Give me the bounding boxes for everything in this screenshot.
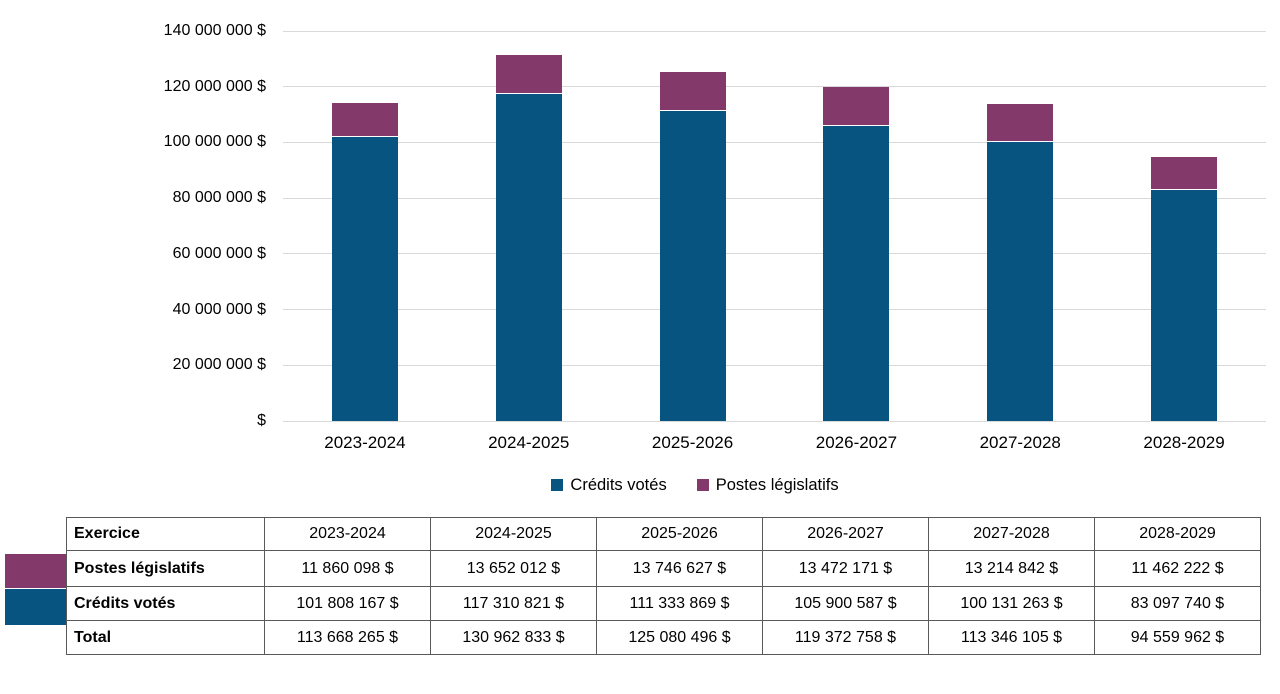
x-tick-label: 2023-2024 bbox=[324, 433, 406, 452]
table-cell-value: 94 559 962 $ bbox=[1094, 620, 1261, 655]
table-cell-value: 100 131 263 $ bbox=[928, 586, 1095, 621]
stacked-bar-2028-2029 bbox=[1151, 156, 1218, 421]
table-cell-value: 13 652 012 $ bbox=[430, 550, 597, 587]
chart-legend: Crédits votés Postes législatifs bbox=[110, 474, 1280, 496]
bar-segment-postes-legislatifs bbox=[823, 87, 890, 125]
table-cell-value: 13 472 171 $ bbox=[762, 550, 929, 587]
gridline bbox=[283, 141, 1266, 143]
table-header-year: 2024-2025 bbox=[430, 517, 597, 551]
y-axis-labels: $20 000 000 $ 40 000 000 $ 60 000 000 $ 80 … bbox=[0, 22, 266, 429]
bar-segment-postes-legislatifs bbox=[1151, 156, 1218, 189]
legend-swatch-icon bbox=[696, 479, 709, 491]
table-cell-value: 105 900 587 $ bbox=[762, 586, 929, 621]
table-body: Exercice 2023-2024 2024-2025 2025-2026 2026-… bbox=[66, 517, 1261, 655]
table-cell-value: 125 080 496 $ bbox=[596, 620, 763, 655]
y-tick-label: 20 000 000 $ bbox=[172, 356, 266, 374]
y-tick-label: 100 000 000 $ bbox=[163, 133, 266, 151]
table-header-exercice: Exercice bbox=[66, 517, 265, 551]
y-tick-label: 80 000 000 $ bbox=[172, 189, 266, 207]
x-axis-labels: 2023-2024 2024-2025 2025-2026 2026-2027 2027… bbox=[283, 432, 1266, 454]
postes-legislatifs-swatch bbox=[5, 554, 66, 588]
gridline bbox=[283, 309, 1266, 311]
stacked-bar-2023-2024 bbox=[331, 103, 398, 421]
stacked-bar-2025-2026 bbox=[659, 71, 726, 421]
table-row-label: Total bbox=[66, 620, 265, 655]
table-cell-value: 119 372 758 $ bbox=[762, 620, 929, 655]
table-cell-value: 130 962 833 $ bbox=[430, 620, 597, 655]
y-tick-label: 40 000 000 $ bbox=[172, 300, 266, 318]
bar-segment-postes-legislatifs bbox=[495, 55, 562, 94]
legend-label: Crédits votés bbox=[570, 475, 667, 494]
x-tick-label: 2028-2029 bbox=[1143, 433, 1225, 452]
table-header-year: 2028-2029 bbox=[1094, 517, 1261, 551]
budget-data-table: Exercice 2023-2024 2024-2025 2025-2026 2026-… bbox=[66, 517, 1261, 655]
table-header-year: 2027-2028 bbox=[928, 517, 1095, 551]
table-row: Crédits votés 101 808 167 $117 310 821 $1… bbox=[66, 586, 1261, 621]
bar-segment-postes-legislatifs bbox=[987, 104, 1054, 142]
legend-item: Postes législatifs bbox=[696, 475, 839, 495]
y-tick-label: 60 000 000 $ bbox=[172, 244, 266, 262]
gridline bbox=[283, 86, 1266, 88]
x-tick-label: 2026-2027 bbox=[815, 433, 898, 452]
x-tick-label: 2024-2025 bbox=[488, 433, 570, 452]
table-header-row: Exercice 2023-2024 2024-2025 2025-2026 2026-… bbox=[66, 517, 1261, 551]
chart-plot-area bbox=[283, 30, 1266, 422]
stacked-bar-2026-2027 bbox=[823, 87, 890, 421]
gridline bbox=[283, 197, 1266, 199]
bar-segment-credits-votes bbox=[495, 94, 562, 421]
gridline bbox=[283, 30, 1266, 32]
bar-segment-credits-votes bbox=[331, 137, 398, 421]
table-header-year: 2023-2024 bbox=[264, 517, 431, 551]
gridline bbox=[283, 253, 1266, 255]
y-tick-label: 120 000 000 $ bbox=[163, 77, 266, 95]
bar-segment-postes-legislatifs bbox=[659, 71, 726, 110]
table-cell-value: 11 462 222 $ bbox=[1094, 550, 1261, 587]
table-cell-value: 113 668 265 $ bbox=[264, 620, 431, 655]
table-row-label: Crédits votés bbox=[66, 586, 265, 621]
table-row-label: Postes législatifs bbox=[66, 550, 265, 587]
legend-swatch-icon bbox=[551, 479, 564, 491]
table-header-year: 2025-2026 bbox=[596, 517, 763, 551]
x-tick-label: 2027-2028 bbox=[979, 433, 1061, 452]
table-cell-value: 117 310 821 $ bbox=[430, 586, 597, 621]
stacked-bar-2024-2025 bbox=[495, 55, 562, 421]
gridline bbox=[283, 364, 1266, 366]
credits-votes-swatch bbox=[5, 589, 66, 625]
bar-segment-postes-legislatifs bbox=[331, 103, 398, 137]
y-tick-label: 140 000 000 $ bbox=[163, 22, 266, 39]
y-tick-label: $ bbox=[257, 412, 266, 429]
table-cell-value: 113 346 105 $ bbox=[928, 620, 1095, 655]
x-tick-label: 2025-2026 bbox=[651, 433, 734, 452]
table-cell-value: 111 333 869 $ bbox=[596, 586, 763, 621]
table-cell-value: 101 808 167 $ bbox=[264, 586, 431, 621]
bar-segment-credits-votes bbox=[659, 110, 726, 421]
stacked-bar-2027-2028 bbox=[987, 104, 1054, 421]
table-cell-value: 11 860 098 $ bbox=[264, 550, 431, 587]
legend-label: Postes législatifs bbox=[715, 475, 839, 494]
bar-segment-credits-votes bbox=[823, 125, 890, 421]
table-row: Postes législatifs 11 860 098 $13 652 012… bbox=[66, 550, 1261, 587]
bar-segment-credits-votes bbox=[1151, 189, 1218, 421]
table-cell-value: 13 746 627 $ bbox=[596, 550, 763, 587]
table-cell-value: 83 097 740 $ bbox=[1094, 586, 1261, 621]
table-header-year: 2026-2027 bbox=[762, 517, 929, 551]
table-cell-value: 13 214 842 $ bbox=[928, 550, 1095, 587]
gridline bbox=[283, 420, 1266, 422]
legend-item: Crédits votés bbox=[551, 475, 667, 495]
bar-segment-credits-votes bbox=[987, 142, 1054, 421]
table-row: Total 113 668 265 $130 962 833 $125 080 4… bbox=[66, 620, 1261, 655]
